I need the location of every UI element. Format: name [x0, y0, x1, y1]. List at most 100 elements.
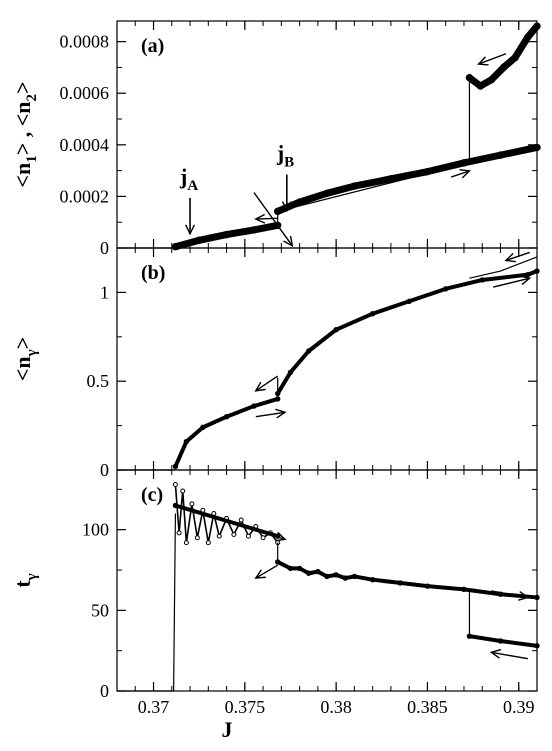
y-tick-label: 1 [100, 282, 109, 302]
y-label-part: > [10, 81, 35, 94]
data-point [333, 572, 339, 578]
data-point [387, 175, 395, 183]
data-point [466, 633, 473, 639]
data-point [306, 570, 312, 576]
y-label-part: , [10, 126, 35, 143]
x-tick-label: 0.375 [225, 697, 266, 717]
data-series-1 [173, 397, 279, 468]
arrow-shaft [478, 53, 507, 65]
data-point [245, 533, 251, 539]
data-point [479, 277, 485, 283]
x-tick-label: 0.385 [407, 697, 448, 717]
data-point [189, 501, 195, 507]
arrow-head [254, 381, 266, 392]
y-tick-label: 0.0006 [60, 83, 110, 103]
data-point [172, 482, 178, 488]
arrow-shaft [491, 590, 528, 599]
direction-arrow-left [489, 648, 528, 660]
y-axis-label: <n1> , <n2> [10, 81, 40, 187]
data-point [251, 403, 257, 409]
arrow-head [275, 408, 287, 419]
data-point [194, 535, 200, 541]
data-point [533, 143, 541, 152]
arrow-head [489, 648, 502, 659]
data-point [315, 568, 321, 575]
x-tick-label: 0.38 [320, 697, 352, 717]
y-tick-label: 0.0008 [60, 32, 110, 52]
y-label-part: > [10, 337, 35, 350]
panel-2: 0 50 100 0.37 0.375 0.38 0.385 0.39 Jtγ (c) [10, 469, 540, 742]
data-point [534, 268, 540, 274]
y-tick-label: 50 [91, 600, 109, 620]
direction-arrow-left [504, 251, 530, 263]
data-series-7 [469, 634, 538, 648]
data-point [222, 230, 231, 239]
data-point [296, 565, 303, 572]
arrow-head [518, 591, 530, 601]
data-point [351, 573, 358, 580]
data-point [260, 535, 266, 541]
x-tick-label: 0.37 [138, 697, 170, 717]
y-label-part: <n [10, 163, 35, 188]
data-point [223, 414, 230, 420]
plot-frame [116, 20, 538, 249]
data-point [500, 63, 508, 71]
y-tick-label: 0 [100, 238, 109, 258]
y-axis-label: tγ [10, 573, 40, 587]
data-point [476, 82, 485, 90]
annotation-main: j [179, 164, 187, 189]
data-point [524, 33, 532, 41]
arrow-head [254, 213, 266, 224]
data-point [287, 565, 294, 572]
y-tick-label: 0 [100, 460, 109, 480]
data-point [323, 189, 331, 198]
data-point [350, 182, 359, 190]
data-point [511, 53, 519, 62]
data-point [180, 488, 186, 494]
y-axis-label: <nγ> [10, 337, 40, 381]
plot-frame [116, 469, 538, 692]
arrow-shaft [255, 217, 278, 220]
annotation-main: j [276, 141, 284, 166]
data-point [324, 573, 330, 580]
annotation-1: jB [276, 141, 294, 213]
y-label-subscript: 2 [24, 94, 40, 102]
data-point [250, 226, 258, 234]
annotation-arrow-head [281, 201, 292, 213]
arrow-head [283, 235, 294, 248]
y-label-subscript: γ [24, 349, 40, 357]
direction-arrow-right [491, 590, 530, 601]
direction-arrow-right [255, 408, 287, 419]
data-point [406, 298, 412, 304]
arrow-head [274, 531, 287, 542]
annotation-subscript: A [187, 178, 198, 194]
data-point [231, 532, 237, 538]
data-point [333, 326, 339, 333]
annotation-text: jB [276, 141, 294, 171]
y-label-subscript: 1 [24, 155, 40, 163]
y-label-part: <n [10, 101, 35, 126]
arrow-shaft [255, 564, 279, 579]
direction-arrow-left [254, 213, 278, 224]
y-label-part: t [10, 580, 35, 588]
x-tick-label: 0.39 [503, 697, 535, 717]
data-point [176, 530, 182, 536]
x-axis-label: J [222, 717, 233, 742]
arrow-head [459, 168, 471, 179]
data-point [183, 540, 189, 546]
data-point [295, 198, 304, 206]
data-point [342, 575, 348, 581]
data-point [306, 348, 312, 354]
data-point [369, 576, 376, 583]
data-series-1 [173, 513, 177, 692]
data-point [369, 311, 376, 317]
y-label-part: > [10, 143, 35, 156]
data-point [534, 594, 540, 601]
arrow-shaft [505, 251, 530, 262]
arrow-shaft [255, 411, 286, 418]
annotation-0: jA [179, 164, 198, 236]
direction-arrow-left [254, 375, 279, 392]
direction-arrow-right [493, 275, 532, 288]
data-point [171, 243, 180, 251]
